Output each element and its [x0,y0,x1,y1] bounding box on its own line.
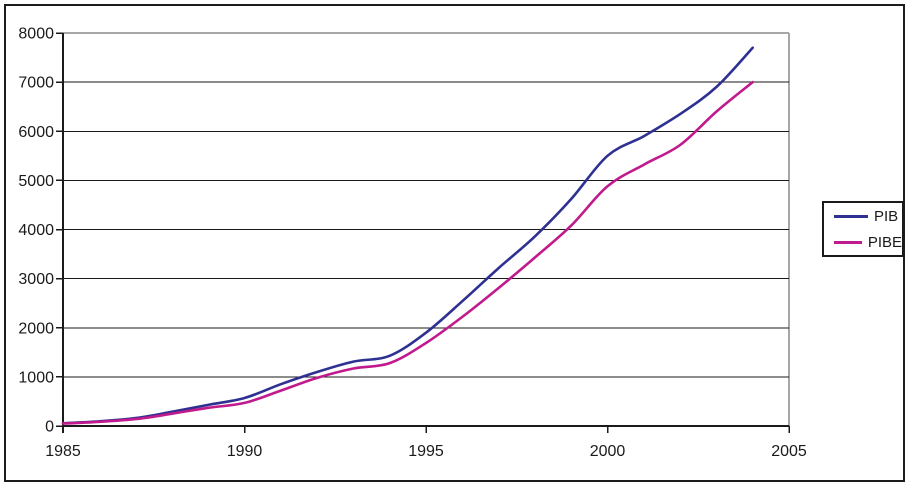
x-axis-label: 2000 [590,443,626,460]
legend: PIB PIBE [822,201,904,257]
figure-border [4,4,905,482]
x-axis-label: 1990 [227,443,263,460]
legend-item-pibe: PIBE [834,235,902,250]
y-axis-label: 4000 [18,222,54,239]
y-axis-label: 2000 [18,320,54,337]
y-axis-label: 8000 [18,26,54,43]
pib-line-sample [834,214,868,218]
x-axis-label: 1985 [45,443,81,460]
y-axis-label: 0 [45,419,54,436]
y-axis-label: 5000 [18,173,54,190]
x-axis-label: 2005 [771,443,807,460]
legend-item-pib: PIB [834,209,902,224]
y-axis-label: 6000 [18,124,54,141]
pibe-line-sample [834,240,862,244]
y-axis-label: 1000 [18,369,54,386]
y-axis-label: 7000 [18,75,54,92]
legend-label-pib: PIB [874,207,899,225]
pibe-line [61,80,754,425]
legend-label-pibe: PIBE [867,233,902,251]
y-axis-label: 3000 [18,271,54,288]
pib-line [61,46,754,425]
x-axis-label: 1995 [408,443,444,460]
